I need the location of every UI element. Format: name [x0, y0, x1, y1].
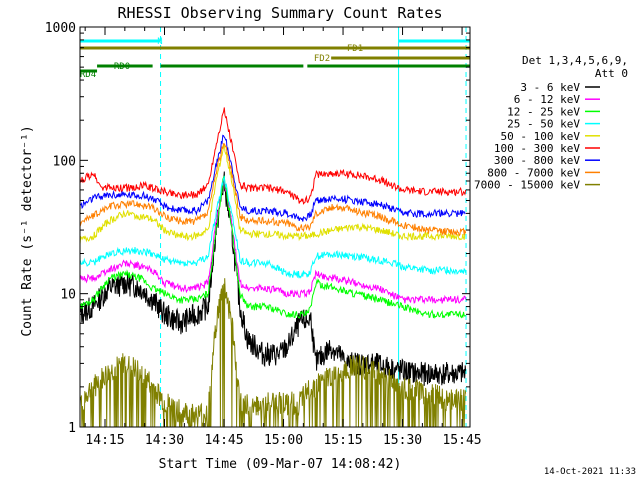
series-line-6	[79, 134, 466, 222]
legend-label-7: 800 - 7000 keV	[487, 166, 580, 179]
annotation-label-n: N	[157, 37, 162, 47]
annotation-label-fd2: FD2	[314, 54, 330, 64]
annotation-label-fd1: FD1	[347, 44, 363, 54]
legend-label-0: 3 - 6 keV	[520, 81, 580, 94]
x-tick-label-2: 14:45	[204, 433, 243, 448]
annotation-label-rd4: RD4	[80, 70, 96, 80]
x-tick-label-0: 14:15	[85, 433, 124, 448]
legend-label-8: 7000 - 15000 keV	[474, 179, 580, 192]
legend-label-3: 25 - 50 keV	[507, 118, 580, 131]
series-line-1	[79, 177, 467, 305]
series-line-7	[79, 143, 467, 237]
y-tick-label-0: 1	[68, 421, 76, 436]
legend-label-4: 50 - 100 keV	[501, 130, 581, 143]
y-axis-label: Count Rate (s⁻¹ detector⁻¹)	[20, 125, 35, 336]
series-line-0	[79, 171, 467, 386]
legend-label-2: 12 - 25 keV	[507, 105, 580, 118]
legend-title-0: Det 1,3,4,5,6,9,	[522, 54, 628, 67]
series-line-5	[79, 107, 467, 205]
legend-title-1: Att 0	[595, 67, 628, 80]
y-tick-label-3: 1000	[45, 21, 76, 36]
y-tick-label-1: 10	[60, 288, 76, 303]
y-tick-label-2: 100	[53, 154, 76, 169]
x-axis-label: Start Time (09-Mar-07 14:08:42)	[159, 457, 402, 472]
legend-label-6: 300 - 800 keV	[494, 154, 580, 167]
plot-frame	[79, 26, 471, 428]
legend-label-1: 6 - 12 keV	[514, 93, 581, 106]
x-tick-label-5: 15:30	[383, 433, 422, 448]
axes: 1 10 100 1000 14:15 14:30 14:45 15:00 15:15 15:30…	[45, 21, 482, 448]
x-tick-label-4: 15:15	[323, 433, 362, 448]
footer-timestamp: 14-Oct-2021 11:33	[544, 467, 636, 477]
series-line-2	[79, 175, 466, 319]
x-tick-label-3: 15:00	[264, 433, 303, 448]
x-tick-label-1: 14:30	[145, 433, 184, 448]
series-group	[79, 107, 467, 428]
x-tick-label-6: 15:45	[442, 433, 481, 448]
legend-label-5: 100 - 300 keV	[494, 142, 580, 155]
annotation-bars: N FD1 FD2 RD0 RD4	[80, 37, 470, 80]
series-line-3	[79, 175, 467, 279]
series-line-4	[79, 143, 466, 244]
chart-title: RHESSI Observing Summary Count Rates	[117, 4, 442, 22]
annotation-label-rd0: RD0	[114, 62, 130, 72]
